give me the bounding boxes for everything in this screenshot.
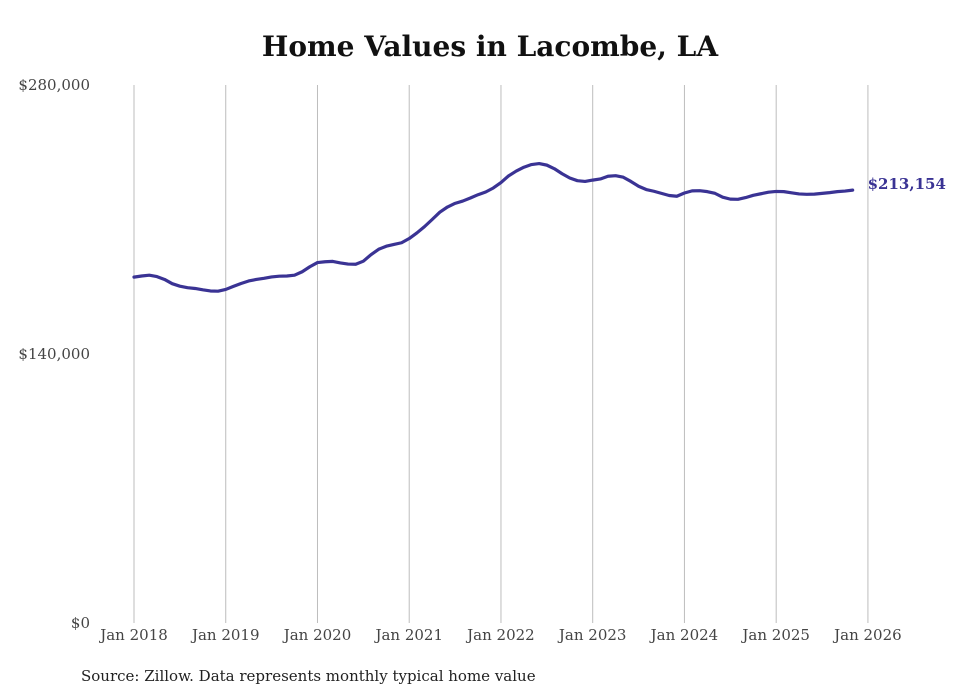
y-tick-label: $280,000 [18,76,90,94]
y-axis: $0 $140,000 $280,000 [18,76,90,632]
y-tick-label: $0 [71,614,90,632]
x-axis: Jan 2018 Jan 2019 Jan 2020 Jan 2021 Jan 2022… [98,626,901,644]
x-tick-label: Jan 2026 [832,626,902,644]
x-tick-label: Jan 2022 [465,626,535,644]
x-tick-label: Jan 2024 [649,626,719,644]
y-tick-label: $140,000 [18,345,90,363]
last-value-label: $213,154 [868,175,946,193]
x-tick-label: Jan 2020 [282,626,352,644]
x-grid [133,85,869,623]
x-tick-label: Jan 2021 [373,626,443,644]
x-tick-label: Jan 2018 [98,626,168,644]
x-tick-label: Jan 2023 [557,626,627,644]
x-tick-label: Jan 2025 [740,626,810,644]
x-tick-label: Jan 2019 [190,626,260,644]
source-note: Source: Zillow. Data represents monthly … [81,667,536,685]
chart-title: Home Values in Lacombe, LA [261,30,719,63]
series-line-typical-home-value [132,161,855,293]
